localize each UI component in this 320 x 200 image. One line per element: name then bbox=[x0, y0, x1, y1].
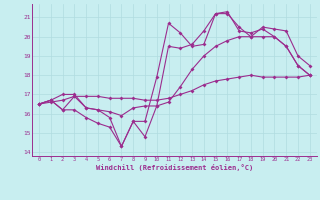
X-axis label: Windchill (Refroidissement éolien,°C): Windchill (Refroidissement éolien,°C) bbox=[96, 164, 253, 171]
